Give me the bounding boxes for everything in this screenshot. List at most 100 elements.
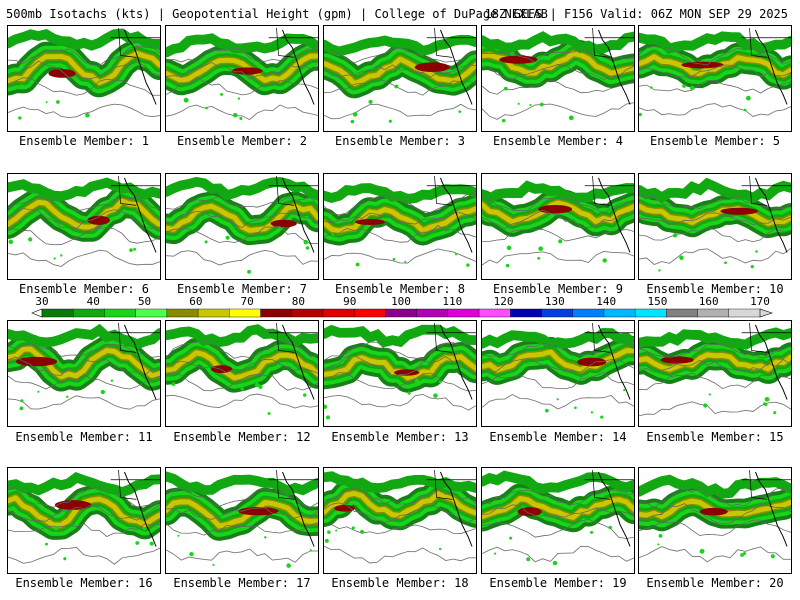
ensemble-map-panel: [7, 467, 161, 574]
colorbar-swatch: [447, 308, 480, 318]
isotach-map: [639, 469, 791, 563]
height-contour: [482, 250, 634, 266]
isotach-map: [324, 469, 476, 564]
isotach-speckle: [177, 534, 180, 537]
isotach-speckle: [517, 102, 520, 105]
isotach-speckle: [466, 263, 470, 267]
coastline: [755, 471, 788, 547]
isotach-colorbar: 30 40 50 60 70 80 90 100 110 120 130 140 150 160 170: [0, 296, 800, 320]
isotach-speckle: [171, 382, 176, 387]
isotach-speckle: [770, 554, 775, 559]
isotach-speckle: [135, 541, 140, 545]
isotach-map: [8, 175, 160, 268]
coastline: [282, 29, 315, 105]
ensemble-map-panel: [165, 25, 319, 132]
isotach-speckle: [750, 264, 754, 269]
height-contour: [324, 64, 476, 78]
height-contour: [166, 393, 318, 409]
colorbar-swatch: [541, 308, 574, 318]
ensemble-map-panel: [165, 320, 319, 427]
chart-title: 500mb Isotachs (kts) | Geopotential Heig…: [6, 7, 548, 21]
height-contour: [482, 545, 634, 563]
ensemble-member-caption: Ensemble Member: 20: [646, 576, 784, 590]
colorbar-swatch: [416, 308, 449, 318]
jet-band: [166, 499, 318, 529]
ensemble-map-panel: [323, 25, 477, 132]
northern-jet-band: [639, 177, 791, 204]
isotach-speckle: [746, 95, 751, 101]
northern-jet-band: [166, 324, 318, 348]
isotach-speckle: [63, 557, 67, 561]
colorbar-swatch: [572, 308, 605, 318]
northern-jet-band: [324, 34, 476, 57]
height-contour: [482, 393, 634, 410]
isotach-speckle: [327, 530, 331, 534]
isotach-speckle: [529, 103, 532, 107]
jet-max-core: [334, 504, 355, 512]
isotach-speckle: [392, 257, 396, 261]
border-lines: [741, 469, 791, 500]
colorbar-tick-label: 170: [750, 295, 770, 308]
height-contour: [166, 371, 318, 392]
isotach-map: [324, 27, 476, 124]
colorbar-swatch: [229, 308, 262, 318]
ensemble-member-caption: Ensemble Member: 7: [176, 282, 308, 296]
height-contour: [639, 372, 791, 391]
isotach-speckle: [537, 256, 541, 260]
isotach-speckle: [239, 116, 243, 120]
isotach-speckle: [394, 84, 399, 89]
northern-jet-band: [639, 327, 791, 350]
isotach-map: [482, 469, 634, 566]
colorbar-graphic: [31, 308, 773, 318]
height-contour: [639, 248, 791, 265]
isotach-speckle: [98, 88, 101, 91]
coastline: [124, 471, 157, 547]
ensemble-member-caption: Ensemble Member: 8: [334, 282, 466, 296]
colorbar-swatch: [510, 308, 543, 318]
isotach-speckle: [544, 408, 549, 413]
isotach-speckle: [19, 406, 24, 411]
colorbar-swatch: [666, 308, 699, 318]
border-lines: [110, 175, 160, 206]
ensemble-map-panel: [638, 173, 792, 280]
isotach-speckle: [324, 404, 328, 409]
isotach-speckle: [355, 262, 360, 267]
height-contour: [166, 76, 318, 96]
height-contour: [166, 359, 318, 374]
isotach-speckle: [679, 255, 684, 260]
isotach-speckle: [703, 403, 708, 408]
northern-jet-band: [8, 28, 160, 51]
isotach-speckle: [407, 391, 411, 395]
ensemble-member-caption: Ensemble Member: 13: [331, 430, 469, 444]
height-contour: [324, 248, 476, 264]
jet-max-core: [231, 67, 263, 75]
ensemble-map-panel: [481, 320, 635, 427]
isotach-speckle: [258, 384, 263, 389]
height-contour: [324, 372, 476, 392]
ensemble-member-caption: Ensemble Member: 14: [489, 430, 627, 444]
jet-max-core: [355, 218, 386, 225]
jet-max-core: [681, 61, 724, 69]
height-contour: [639, 486, 791, 509]
isotach-speckle: [110, 379, 114, 382]
isotach-speckle: [85, 112, 90, 118]
isotach-speckle: [212, 563, 215, 566]
isotach-speckle: [66, 395, 69, 399]
isotach-speckle: [303, 239, 309, 245]
height-contour: [8, 486, 160, 508]
ensemble-member-caption: Ensemble Member: 9: [492, 282, 624, 296]
border-lines: [741, 27, 791, 58]
coastline: [440, 29, 473, 105]
northern-jet-band: [324, 324, 476, 348]
isotach-speckle: [458, 110, 462, 114]
height-contour: [324, 78, 476, 96]
isotach-speckle: [100, 389, 106, 395]
height-contour: [8, 504, 160, 522]
isotach-speckle: [20, 84, 24, 88]
ensemble-member-caption: Ensemble Member: 15: [646, 430, 784, 444]
jet-max-core: [699, 507, 728, 516]
coastline: [124, 324, 157, 400]
height-contour: [8, 546, 160, 565]
ensemble-member-caption: Ensemble Member: 12: [173, 430, 311, 444]
isotach-speckle: [743, 108, 747, 112]
